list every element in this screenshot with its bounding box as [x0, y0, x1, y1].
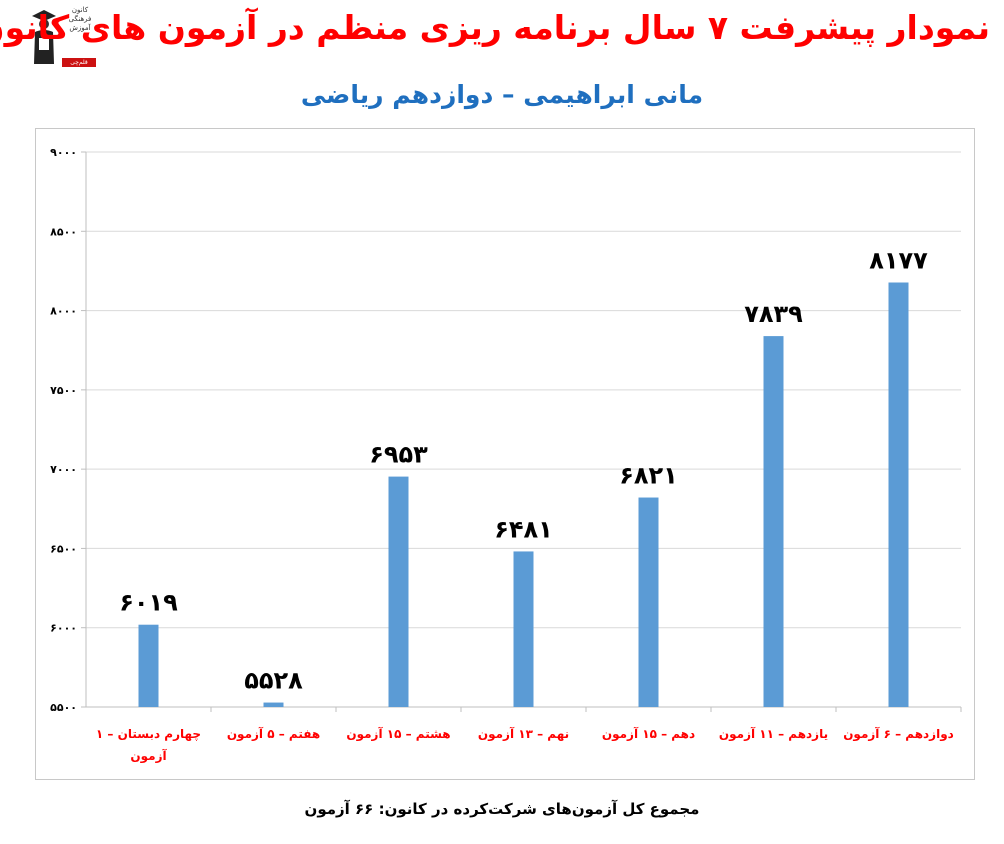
- y-tick-label: ۹۰۰۰: [50, 146, 77, 159]
- chart-title: نمودار پیشرفت ۷ سال برنامه ریزی منظم در …: [0, 8, 990, 47]
- data-label: ۷۸۳۹: [744, 300, 803, 328]
- data-label: ۸۱۷۷: [869, 247, 928, 275]
- x-category-label-line2: آزمون: [130, 748, 167, 764]
- y-tick-label: ۵۵۰۰: [50, 701, 77, 714]
- y-tick-label: ۸۰۰۰: [50, 305, 77, 318]
- logo-line: آموزش: [69, 24, 91, 32]
- y-tick-label: ۸۵۰۰: [50, 225, 77, 238]
- logo-text: کانون فرهنگی آموزش: [61, 6, 99, 33]
- data-label: ۶۰۱۹: [119, 589, 178, 617]
- y-tick-label: ۷۵۰۰: [50, 384, 77, 397]
- data-label: ۶۸۲۱: [619, 462, 678, 490]
- bar: [138, 624, 159, 707]
- x-category-label: هشتم – ۱۵ آزمون: [346, 726, 450, 742]
- x-category-label: چهارم دبستان – ۱: [96, 727, 201, 742]
- logo-line: کانون: [71, 6, 89, 14]
- data-label: ۶۴۸۱: [494, 515, 553, 543]
- bar: [513, 551, 534, 707]
- bar: [388, 476, 409, 707]
- total-exams-note: مجموع کل آزمون‌های شرکت‌کرده در کانون: ۶…: [304, 800, 700, 818]
- x-category-label: یازدهم – ۱۱ آزمون: [719, 726, 828, 742]
- x-category-label: نهم – ۱۳ آزمون: [478, 726, 569, 742]
- kanoon-logo: کانون فرهنگی آموزش قلم‌چی: [30, 6, 98, 68]
- bar: [763, 336, 784, 707]
- bar-chart: ۵۵۰۰ ۶۰۰۰ ۶۵۰۰ ۷۰۰۰ ۷۵۰۰ ۸۰۰۰ ۸۵۰۰ ۹۰۰۰ ۶۰۱۹ چهار…: [50, 146, 962, 764]
- y-tick-label: ۶۰۰۰: [50, 622, 77, 635]
- data-label: ۶۹۵۳: [369, 441, 428, 469]
- data-label: ۵۵۲۸: [244, 667, 303, 695]
- y-tick-label: ۷۰۰۰: [50, 463, 77, 476]
- graduate-figure-icon: [32, 10, 56, 64]
- y-tick-label: ۶۵۰۰: [50, 542, 77, 555]
- bar: [638, 497, 659, 707]
- chart-area: ۵۵۰۰ ۶۰۰۰ ۶۵۰۰ ۷۰۰۰ ۷۵۰۰ ۸۰۰۰ ۸۵۰۰ ۹۰۰۰ ۶۰۱۹ چهار…: [35, 128, 975, 780]
- x-category-label: دهم – ۱۵ آزمون: [602, 726, 695, 742]
- logo-badge: قلم‌چی: [62, 58, 96, 67]
- bar: [888, 282, 909, 707]
- chart-subtitle: مانی ابراهیمی – دوازدهم ریاضی: [300, 80, 704, 109]
- x-category-label: دوازدهم – ۶ آزمون: [843, 726, 954, 742]
- x-category-label: هفتم – ۵ آزمون: [227, 726, 320, 742]
- bar: [263, 702, 284, 707]
- logo-line: فرهنگی: [68, 15, 92, 23]
